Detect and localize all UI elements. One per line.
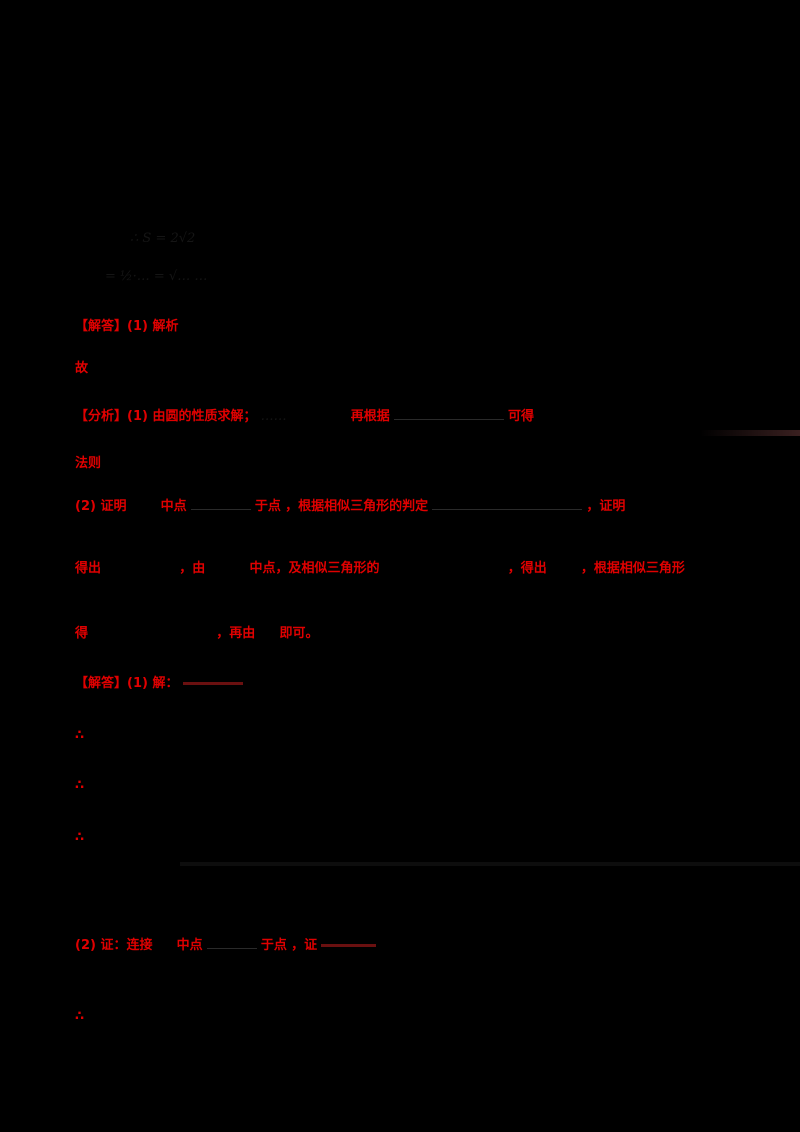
intersect-label: 于点 (254, 499, 281, 514)
prove-label-2: ，证 (291, 938, 318, 953)
analysis-label: 【分析】(1) 由圆的性质求解； (75, 409, 257, 424)
derive-label: 得出 (75, 561, 102, 576)
midpoint-label-2: 中点 (176, 938, 203, 953)
step-1: ∴ (75, 728, 85, 743)
analysis-tail: 再根据 (350, 409, 390, 424)
prove-label: ，证明 (586, 499, 626, 514)
rule-label: 法则 (75, 456, 102, 471)
formula-blank-2 (432, 509, 583, 510)
midpoint-label: 中点 (160, 499, 187, 514)
header-formula-line1: ∴ S = 2√2 (130, 231, 196, 246)
red-underline-2 (321, 944, 377, 947)
analysis-tail-2: 可得 (508, 409, 535, 424)
analysis-line-2: (2) 证明 中点 于点 ，根据相似三角形的判定 ，证明 (75, 498, 625, 516)
from-label: ，由 (179, 561, 206, 576)
similar-label: ，根据相似三角形 (580, 561, 685, 576)
analysis-line-4: 得 ，再由 即可。 (75, 625, 318, 643)
formula-blank (190, 509, 251, 510)
get-label: ，得出 (507, 561, 547, 576)
part2-label: (2) 证明 (75, 499, 127, 514)
similar-criteria-label: ，根据相似三角形的判定 (285, 499, 429, 514)
step-final: ∴ (75, 1009, 85, 1024)
similar-triangle-label: 中点，及相似三角形的 (249, 561, 380, 576)
analysis-line-3: 得出 ，由 中点，及相似三角形的 ，得出 ，根据相似三角形 (75, 560, 685, 578)
solution-line-2: (2) 证：连接 中点 于点 ，证 (75, 937, 377, 955)
then-label: ，再由 (216, 626, 256, 641)
analysis-formula: …… (260, 409, 287, 424)
header-formula-line2: = ½·… = √… … (105, 269, 208, 284)
done-label: 即可。 (279, 626, 319, 641)
therefore-label: 故 (75, 361, 89, 376)
obtain-label: 得 (75, 626, 89, 641)
analysis-line-1: 【分析】(1) 由圆的性质求解； …… 再根据 可得 (75, 408, 534, 426)
intersect-label-2: 于点 (260, 938, 287, 953)
red-underline (182, 682, 243, 685)
analysis-underlined-formula (393, 419, 504, 420)
fade-bar (700, 430, 800, 436)
step-2: ∴ (75, 778, 85, 793)
divider (180, 862, 800, 866)
part2-proof-label: (2) 证：连接 (75, 938, 153, 953)
solution-label: 【解答】(1) 解： (75, 676, 179, 691)
step-3: ∴ (75, 830, 85, 845)
solution-heading: 【解答】(1) 解析 (75, 319, 179, 334)
solution-line-1: 【解答】(1) 解： (75, 675, 243, 693)
formula-blank-3 (206, 948, 257, 949)
